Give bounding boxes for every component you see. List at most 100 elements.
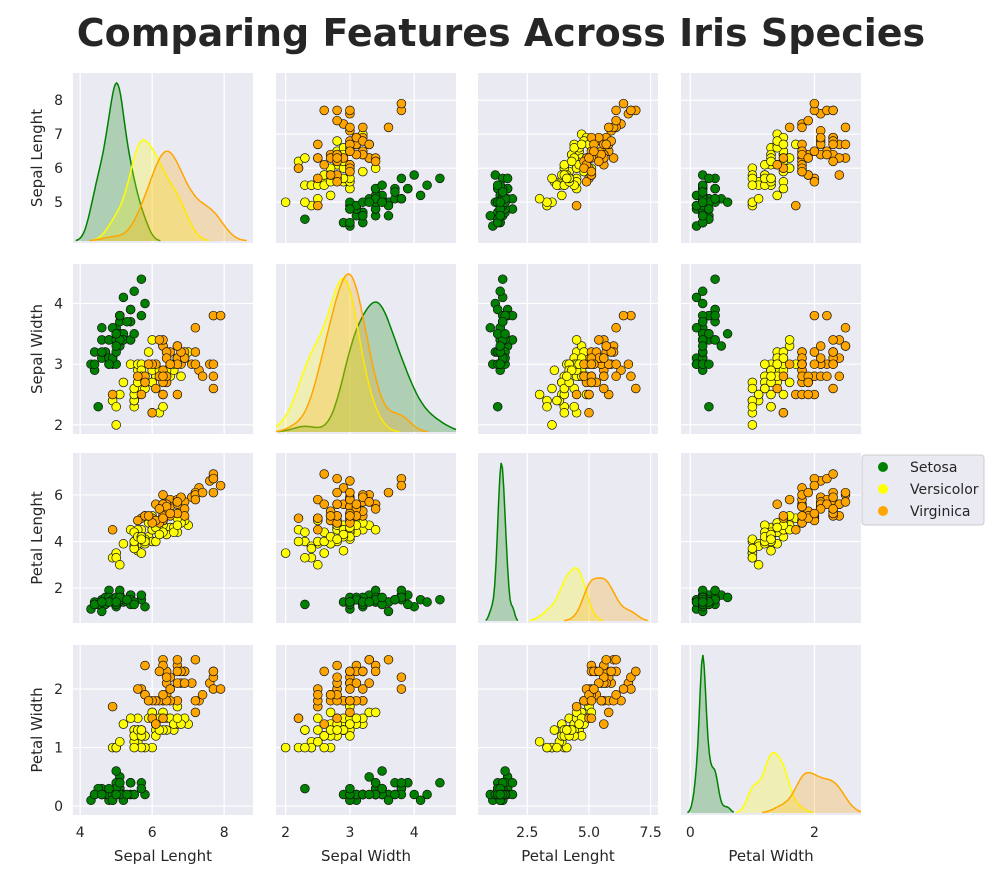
point-virginica: [797, 166, 807, 177]
x-axis-label: Petal Width: [728, 847, 813, 865]
point-setosa: [377, 180, 387, 190]
point-virginica: [345, 122, 355, 133]
point-versicolor: [319, 742, 329, 753]
point-setosa: [485, 323, 496, 333]
point-versicolor: [136, 534, 147, 544]
point-virginica: [208, 473, 219, 484]
point-virginica: [147, 408, 157, 418]
point-virginica: [179, 678, 190, 688]
panel-0-2: [478, 73, 658, 243]
point-setosa: [125, 304, 136, 315]
point-virginica: [338, 483, 349, 493]
point-setosa: [704, 173, 714, 184]
point-setosa: [396, 173, 407, 184]
x-tick-label: 6: [148, 825, 157, 841]
point-setosa: [390, 789, 400, 800]
point-virginica: [197, 690, 208, 700]
y-tick-label: 5: [54, 195, 63, 211]
point-virginica: [606, 666, 616, 677]
x-tick-label: 5.0: [578, 825, 600, 841]
point-virginica: [190, 323, 201, 333]
point-setosa: [409, 789, 419, 800]
point-virginica: [840, 497, 851, 507]
point-setosa: [704, 401, 714, 412]
point-virginica: [143, 695, 154, 706]
point-virginica: [809, 146, 820, 156]
point-virginica: [158, 389, 168, 400]
y-tick-label: 6: [54, 488, 63, 504]
point-virginica: [208, 666, 219, 677]
point-virginica: [208, 371, 219, 382]
point-virginica: [599, 353, 609, 363]
point-virginica: [822, 371, 832, 382]
point-versicolor: [319, 731, 329, 741]
panel-background: [478, 453, 658, 623]
kde-line-virginica: [761, 771, 862, 814]
point-virginica: [611, 654, 621, 665]
point-virginica: [601, 139, 611, 150]
point-versicolor: [747, 180, 758, 190]
point-virginica: [618, 310, 629, 321]
point-versicolor: [370, 525, 381, 535]
point-setosa: [722, 329, 733, 339]
point-setosa: [370, 778, 381, 788]
point-setosa: [500, 329, 510, 339]
point-virginica: [828, 335, 838, 345]
point-setosa: [111, 329, 121, 339]
point-virginica: [332, 177, 342, 187]
point-virginica: [608, 153, 619, 163]
point-versicolor: [300, 742, 310, 753]
point-setosa: [697, 211, 708, 221]
point-setosa: [497, 316, 508, 327]
point-virginica: [822, 310, 832, 321]
y-axis-label: Sepal Lenght: [28, 109, 46, 207]
point-setosa: [300, 599, 310, 610]
point-versicolor: [760, 383, 770, 394]
point-virginica: [809, 310, 820, 321]
point-virginica: [626, 105, 636, 116]
point-virginica: [623, 359, 634, 369]
point-setosa: [691, 292, 702, 303]
point-virginica: [383, 654, 394, 665]
point-versicolor: [300, 725, 310, 735]
point-versicolor: [547, 173, 557, 184]
point-virginica: [293, 163, 304, 173]
point-virginica: [345, 105, 355, 116]
panel-0-0: 5 6 7 8 Sepal Lenght: [28, 73, 253, 243]
point-virginica: [158, 490, 168, 500]
point-setosa: [495, 341, 505, 351]
point-virginica: [611, 359, 621, 369]
point-versicolor: [547, 420, 557, 430]
point-virginica: [332, 105, 342, 116]
point-versicolor: [784, 335, 795, 345]
point-virginica: [165, 684, 175, 694]
point-versicolor: [566, 156, 577, 167]
panel-3-1: 2 3 4 Sepal Width: [276, 645, 456, 865]
point-virginica: [107, 525, 118, 535]
point-virginica: [293, 513, 304, 523]
point-setosa: [492, 180, 503, 190]
point-virginica: [584, 389, 594, 400]
point-setosa: [495, 286, 505, 297]
point-setosa: [118, 292, 129, 303]
point-virginica: [599, 383, 609, 394]
point-versicolor: [118, 377, 129, 388]
chart-title: Comparing Features Across Iris Species: [77, 11, 925, 55]
point-virginica: [208, 487, 219, 498]
x-tick-label: 3: [345, 825, 354, 841]
point-virginica: [586, 713, 597, 724]
point-virginica: [215, 480, 226, 491]
point-setosa: [415, 190, 426, 201]
kde-fill-setosa: [278, 302, 456, 432]
panel-2-0: 2 4 6 Petal Lenght: [28, 453, 253, 623]
point-virginica: [332, 499, 342, 509]
point-virginica: [599, 371, 609, 382]
point-virginica: [611, 115, 621, 126]
kde-fill-setosa: [687, 655, 734, 813]
point-versicolor: [338, 546, 349, 556]
kde-fill-virginica: [89, 151, 247, 241]
kde-line-virginica: [89, 150, 247, 242]
point-virginica: [840, 139, 851, 150]
point-virginica: [803, 487, 813, 498]
point-setosa: [710, 274, 720, 284]
